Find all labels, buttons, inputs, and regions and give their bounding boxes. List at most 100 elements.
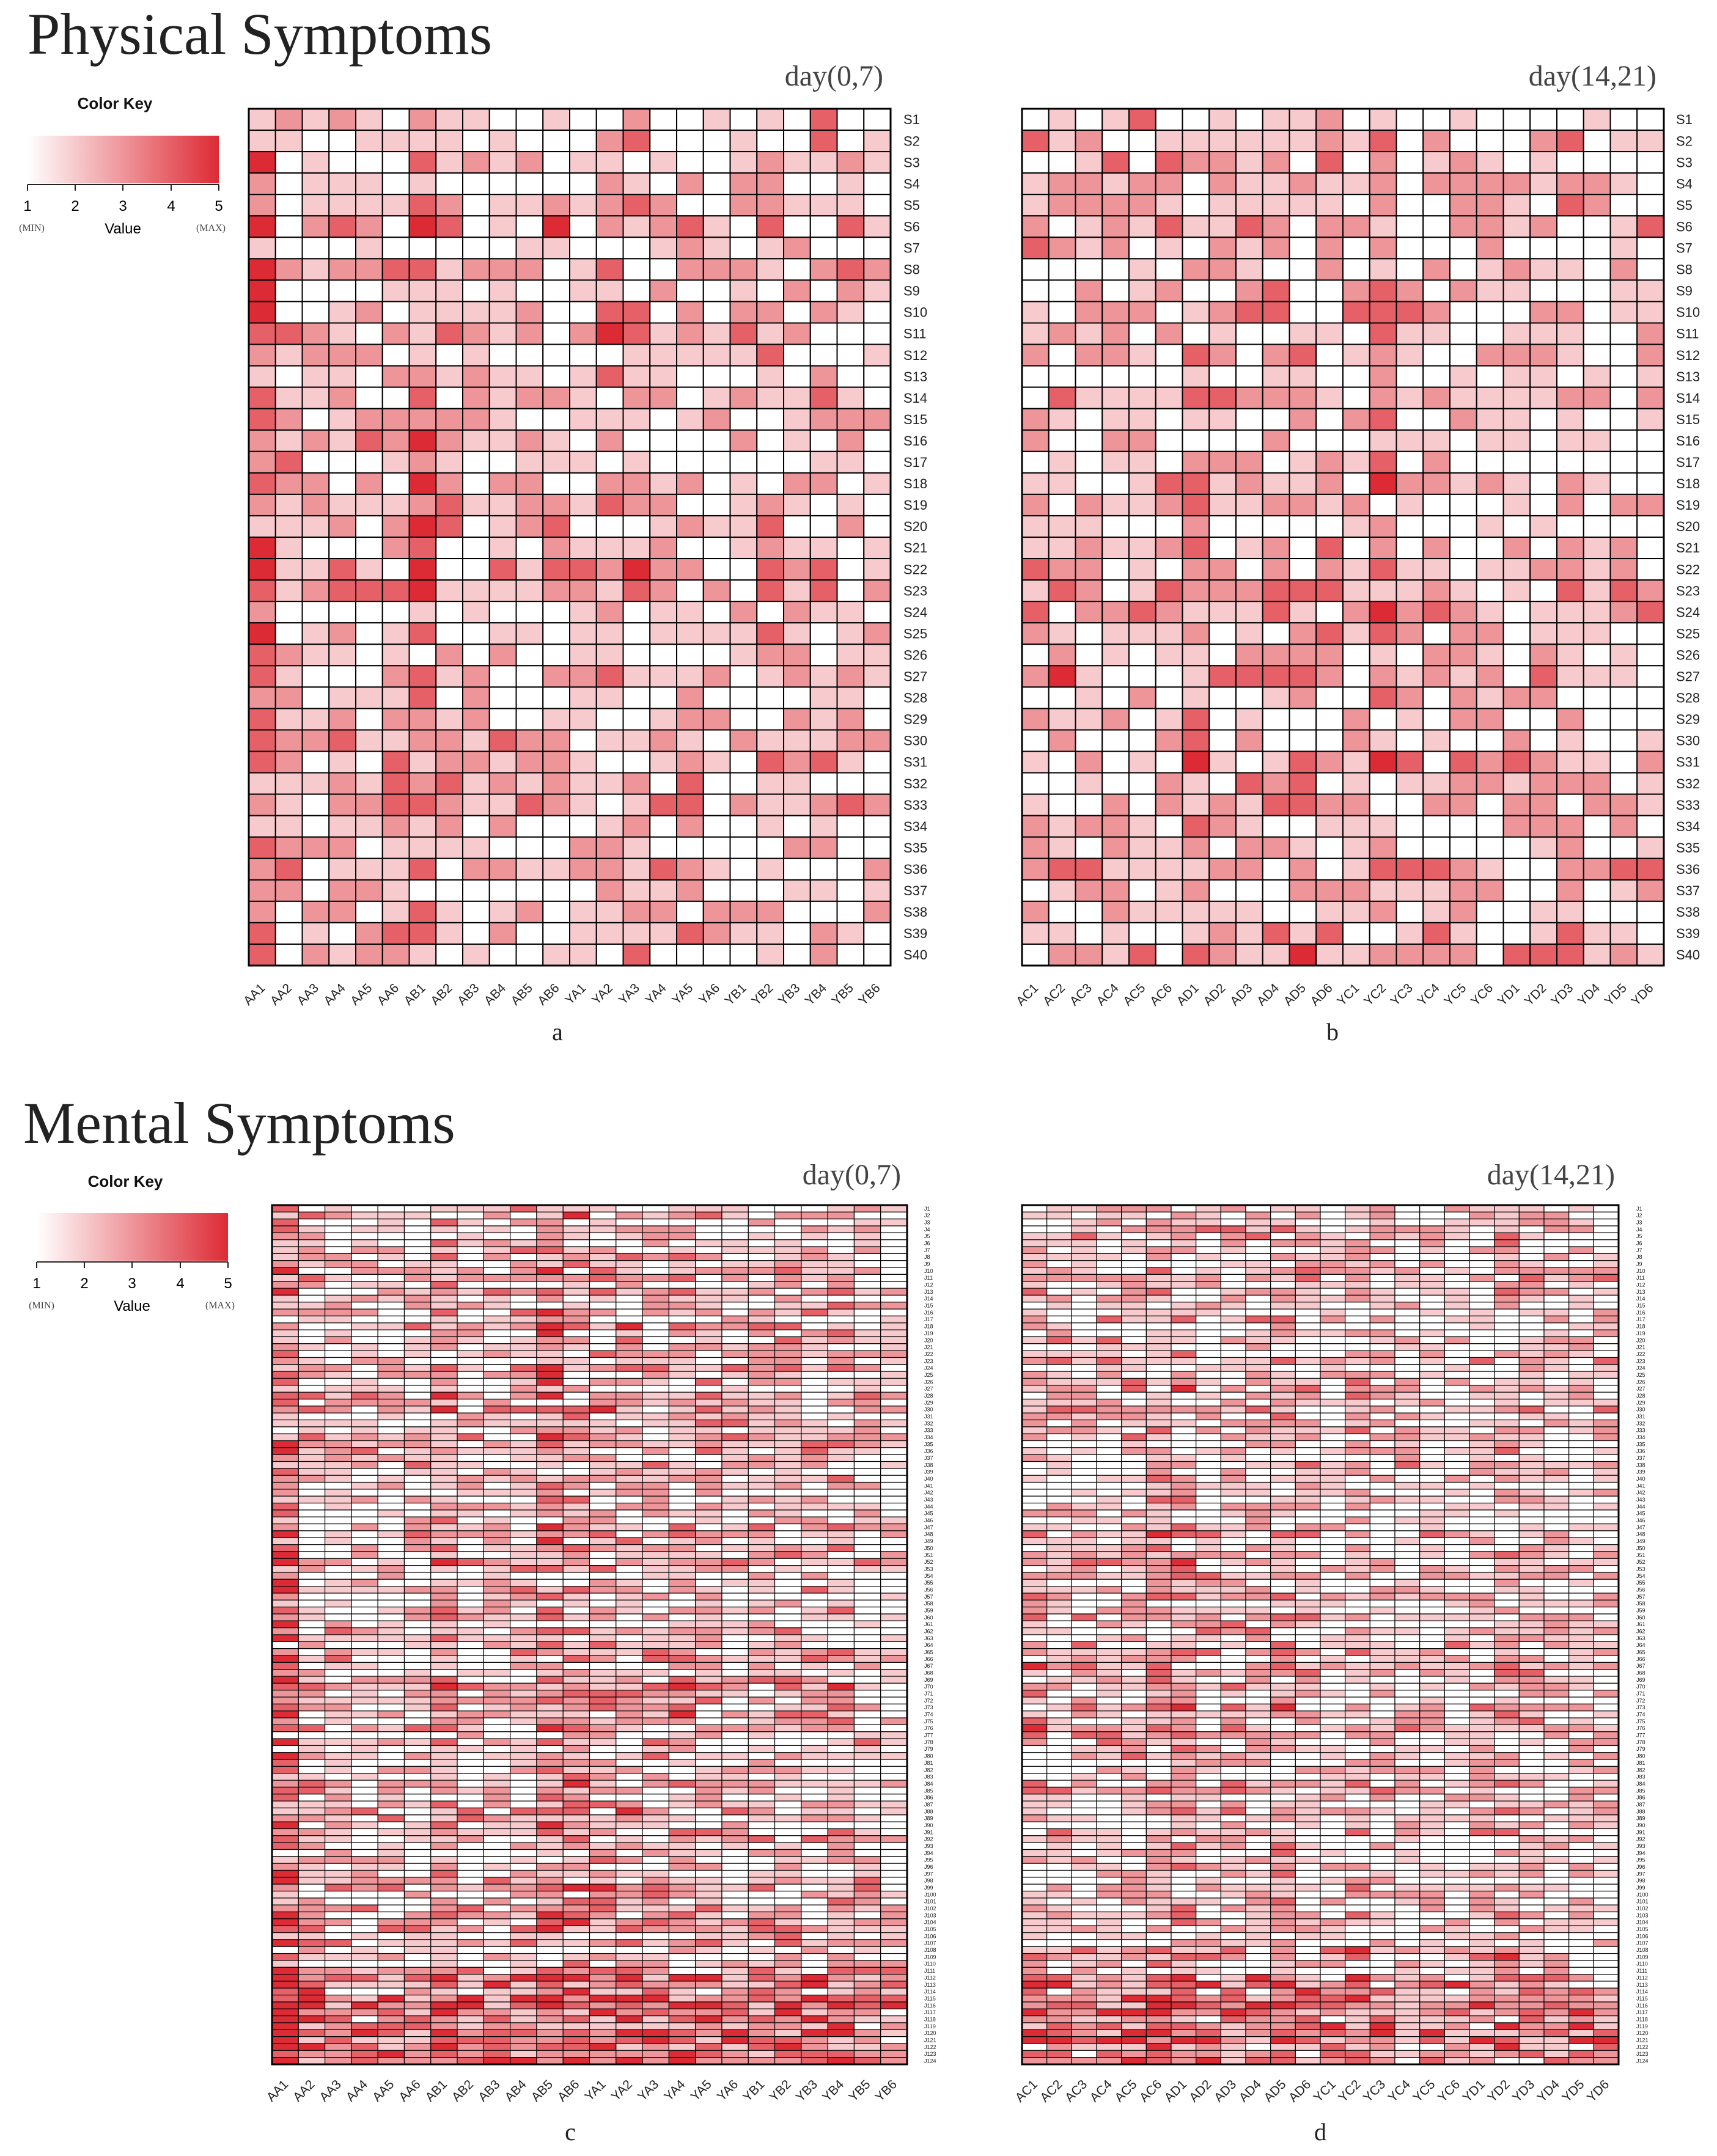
heatmap-cell: [1075, 622, 1103, 645]
heatmap-cell: [649, 515, 677, 538]
heatmap-cell: [721, 1377, 749, 1386]
heatmap-cell: [695, 1523, 722, 1531]
heatmap-cell: [836, 900, 865, 923]
heatmap-cell: [403, 1586, 432, 1594]
heatmap-cell: [801, 1627, 828, 1635]
heatmap-cell: [1449, 343, 1477, 367]
heatmap-cell: [836, 429, 865, 452]
heatmap-cell: [642, 1752, 669, 1760]
heatmap-cell: [324, 1454, 352, 1462]
heatmap-cell: [695, 1745, 722, 1753]
heatmap-cell: [274, 258, 303, 281]
heatmap-cell: [748, 1946, 776, 1954]
heatmap-cell: [351, 1433, 378, 1442]
row-label: S31: [1676, 755, 1700, 770]
heatmap-cell: [774, 1599, 802, 1608]
heatmap-cell: [536, 1932, 564, 1940]
heatmap-cell: [1235, 108, 1263, 131]
heatmap-cell: [695, 1232, 722, 1241]
heatmap-cell: [756, 365, 784, 388]
heatmap-cell: [1609, 601, 1638, 624]
heatmap-cell: [721, 1953, 749, 1961]
heatmap-cell: [880, 1981, 908, 1989]
heatmap-cell: [616, 1551, 643, 1559]
heatmap-cell: [542, 665, 570, 688]
heatmap-cell: [536, 1780, 564, 1788]
heatmap-cell: [783, 708, 811, 731]
panel-title: day(0,7): [803, 1159, 901, 1191]
heatmap-cell: [853, 1821, 881, 1830]
heatmap-cell: [668, 1987, 696, 1996]
heatmap-cell: [827, 1308, 855, 1317]
heatmap-cell: [827, 1967, 855, 1975]
heatmap-cell: [729, 772, 758, 795]
heatmap-cell: [562, 1579, 590, 1587]
heatmap-cell: [595, 644, 624, 667]
heatmap-cell: [435, 750, 463, 774]
heatmap-cell: [1422, 772, 1450, 795]
heatmap-cell: [457, 1883, 484, 1892]
heatmap-cell: [457, 1745, 484, 1753]
heatmap-cell: [616, 1724, 643, 1733]
heatmap-cell: [271, 1752, 299, 1760]
heatmap-cell: [1101, 793, 1130, 816]
heatmap-cell: [1476, 900, 1504, 923]
heatmap-cell: [515, 922, 544, 945]
heatmap-cell: [1289, 836, 1317, 859]
heatmap-cell: [853, 1641, 881, 1649]
heatmap-cell: [1449, 622, 1477, 645]
heatmap-cell: [483, 1246, 511, 1254]
heatmap-cell: [853, 2015, 881, 2023]
heatmap-cell: [324, 2036, 352, 2044]
heatmap-cell: [880, 1634, 908, 1642]
heatmap-cell: [403, 1204, 432, 1212]
heatmap-cell: [827, 1995, 855, 2003]
heatmap-cell: [324, 1392, 352, 1400]
heatmap-cell: [827, 1863, 855, 1871]
heatmap-cell: [562, 1773, 590, 1781]
heatmap-cell: [880, 1960, 908, 1968]
heatmap-cell: [880, 1717, 908, 1726]
heatmap-cell: [836, 493, 865, 516]
heatmap-cell: [668, 1274, 696, 1282]
heatmap-cell: [695, 1253, 722, 1261]
heatmap-cell: [827, 1655, 855, 1663]
heatmap-cell: [562, 1904, 590, 1913]
heatmap-cell: [430, 1253, 458, 1261]
heatmap-cell: [1021, 836, 1050, 859]
heatmap-cell: [515, 601, 544, 624]
heatmap-cell: [853, 1406, 881, 1414]
heatmap-cell: [1048, 729, 1076, 752]
heatmap-cell: [1048, 215, 1076, 238]
heatmap-cell: [1476, 558, 1504, 581]
heatmap-cell: [381, 237, 410, 260]
heatmap-cell: [827, 1807, 855, 1816]
heatmap-cell: [616, 1835, 643, 1843]
heatmap-cell: [1262, 900, 1290, 923]
heatmap-cell: [1502, 772, 1531, 795]
heatmap-cell: [457, 1690, 484, 1698]
row-label: S21: [903, 540, 927, 556]
heatmap-cell: [853, 1717, 881, 1726]
heatmap-cell: [1075, 708, 1103, 731]
heatmap-cell: [622, 365, 651, 388]
heatmap-cell: [616, 1509, 643, 1517]
heatmap-cell: [1289, 515, 1317, 538]
heatmap-cell: [1502, 279, 1531, 302]
heatmap-cell: [729, 472, 758, 495]
heatmap-cell: [1262, 429, 1290, 452]
heatmap-cell: [756, 772, 784, 795]
heatmap-cell: [1476, 601, 1504, 624]
heatmap-cell: [328, 836, 356, 859]
heatmap-cell: [827, 1696, 855, 1704]
heatmap-cell: [676, 386, 704, 409]
heatmap-cell: [430, 1883, 458, 1892]
heatmap-cell: [430, 1523, 458, 1531]
heatmap-cell: [510, 1530, 537, 1538]
heatmap-cell: [351, 1426, 378, 1434]
heatmap-cell: [880, 1676, 908, 1684]
heatmap-cell: [324, 1613, 352, 1621]
heatmap-cell: [853, 1509, 881, 1517]
heatmap-cell: [853, 1475, 881, 1483]
heatmap-cell: [542, 857, 570, 881]
